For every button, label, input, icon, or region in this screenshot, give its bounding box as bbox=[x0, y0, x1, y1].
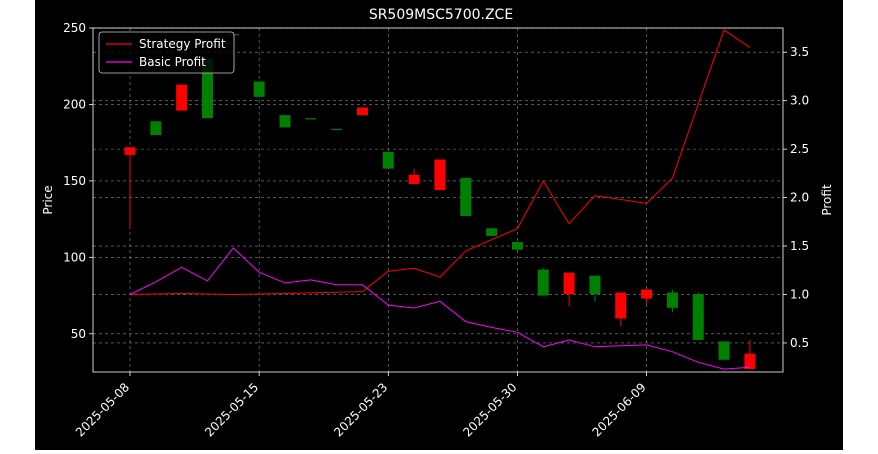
x-tick-label: 2025-05-08 bbox=[73, 380, 132, 439]
right-tick-label: 3.5 bbox=[790, 45, 809, 59]
plot-frame bbox=[92, 27, 784, 373]
candle-body bbox=[124, 147, 136, 155]
right-tick-label: 3.0 bbox=[790, 94, 809, 108]
legend-label: Basic Profit bbox=[139, 55, 206, 69]
candle-body bbox=[150, 121, 162, 136]
candle-body bbox=[382, 151, 394, 169]
candle-body bbox=[176, 84, 188, 111]
candle-body bbox=[615, 292, 627, 319]
series-line-basic-profit bbox=[129, 247, 750, 370]
candle-body bbox=[641, 289, 653, 299]
candle-body bbox=[356, 107, 368, 116]
candle-body bbox=[408, 174, 420, 184]
grid-lines bbox=[93, 27, 783, 372]
y-axis-label-left: Price bbox=[41, 185, 55, 214]
candle-body bbox=[305, 118, 317, 120]
legend: Strategy Profit Basic Profit bbox=[98, 31, 235, 74]
left-tick-label: 50 bbox=[71, 327, 86, 341]
candle-body bbox=[253, 81, 265, 97]
candles bbox=[124, 32, 756, 369]
right-tick-label: 1.0 bbox=[790, 287, 809, 301]
chart-title: SR509MSC5700.ZCE bbox=[369, 7, 513, 23]
candle-body bbox=[666, 292, 678, 308]
left-axis-ticks: 50 100 150 200 250 bbox=[63, 21, 93, 341]
left-tick-label: 100 bbox=[63, 250, 86, 264]
left-tick-label: 150 bbox=[63, 174, 86, 188]
candle-body bbox=[331, 128, 343, 131]
right-tick-label: 2.5 bbox=[790, 142, 809, 156]
left-tick-label: 200 bbox=[63, 97, 86, 111]
candle-body bbox=[279, 115, 291, 128]
chart-figure: SR509MSC5700.ZCE 50 100 150 200 250 0.5 1.0 1.… bbox=[35, 0, 843, 450]
right-tick-label: 0.5 bbox=[790, 336, 809, 350]
candle-body bbox=[589, 275, 601, 295]
candlestick-profit-chart: SR509MSC5700.ZCE 50 100 150 200 250 0.5 1.0 1.… bbox=[41, 7, 834, 439]
candle-body bbox=[692, 294, 704, 340]
x-tick-label: 2025-05-30 bbox=[460, 380, 519, 439]
candle-body bbox=[563, 272, 575, 295]
legend-box bbox=[98, 31, 235, 74]
candle-body bbox=[460, 177, 472, 217]
profit-lines bbox=[129, 29, 751, 370]
x-tick-label: 2025-06-09 bbox=[590, 380, 649, 439]
series-line-strategy-profit bbox=[129, 29, 751, 296]
candle-body bbox=[434, 159, 446, 191]
candle-body bbox=[511, 242, 523, 250]
candle-body bbox=[201, 58, 213, 119]
right-axis-ticks: 0.5 1.0 1.5 2.0 2.5 3.0 3.5 bbox=[783, 45, 809, 350]
candle-body bbox=[486, 228, 498, 236]
right-tick-label: 1.5 bbox=[790, 239, 809, 253]
x-axis-ticks: 2025-05-08 2025-05-15 2025-05-23 2025-05-30… bbox=[73, 372, 649, 439]
legend-label: Strategy Profit bbox=[139, 37, 226, 51]
x-tick-label: 2025-05-15 bbox=[202, 380, 261, 439]
y-axis-label-right: Profit bbox=[820, 184, 834, 216]
candle-body bbox=[744, 353, 756, 369]
candle-body bbox=[718, 341, 730, 360]
right-tick-label: 2.0 bbox=[790, 191, 809, 205]
x-tick-label: 2025-05-23 bbox=[331, 380, 390, 439]
left-tick-label: 250 bbox=[63, 21, 86, 35]
candle-body bbox=[537, 269, 549, 296]
